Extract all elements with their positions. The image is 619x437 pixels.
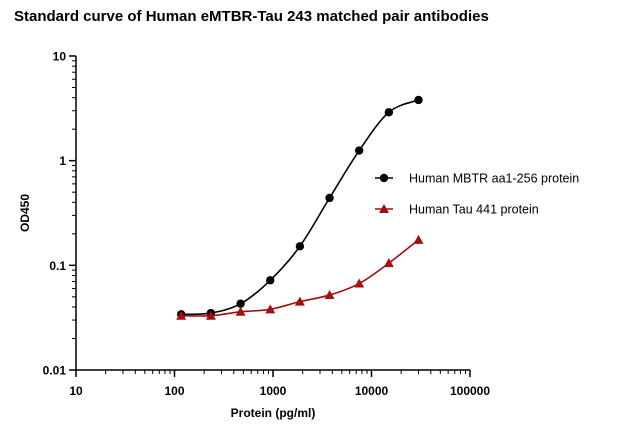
series-2-point: [294, 296, 305, 306]
series-1-point: [354, 146, 364, 155]
chart-title: Standard curve of Human eMTBR-Tau 243 ma…: [14, 8, 489, 25]
series-1-point: [236, 299, 245, 308]
legend: Human MBTR aa1-256 protein Human Tau 441 …: [375, 172, 579, 217]
series-2-point: [205, 310, 216, 320]
series-2-point: [265, 304, 276, 314]
x-axis-title: Protein (pg/ml): [231, 406, 316, 420]
y-tick-label: 10: [53, 50, 67, 64]
series-1-point: [325, 193, 334, 203]
x-tick-label: 100000: [450, 384, 490, 398]
data-points: [176, 95, 424, 320]
x-tick-label: 10000: [355, 384, 389, 398]
series-2-point: [235, 306, 246, 316]
axes: 10 100 1000 10000 100000 0.01 0.1 1 10 Protein (p…: [18, 50, 490, 421]
series-2-point: [354, 278, 365, 288]
series-2-point: [413, 234, 424, 244]
x-tick-label: 100: [164, 384, 184, 398]
x-tick-label: 10: [69, 384, 83, 398]
series-2-point: [324, 290, 335, 300]
legend-marker-2: [379, 204, 389, 213]
legend-label-1: Human MBTR aa1-256 protein: [409, 172, 579, 186]
legend-label-2: Human Tau 441 protein: [409, 203, 539, 217]
series-1-point: [295, 242, 305, 251]
series-1-point: [384, 108, 394, 117]
y-axis-title: OD450: [18, 194, 32, 232]
series-1-point: [414, 95, 423, 105]
series-2-point: [176, 310, 187, 320]
y-tick-label: 0.1: [49, 259, 66, 273]
legend-marker-1: [379, 173, 389, 183]
x-tick-label: 1000: [260, 384, 287, 398]
series-2-point: [383, 258, 394, 268]
y-tick-label: 0.01: [43, 364, 67, 378]
series-1-point: [266, 276, 275, 285]
y-tick-label: 1: [59, 154, 66, 168]
